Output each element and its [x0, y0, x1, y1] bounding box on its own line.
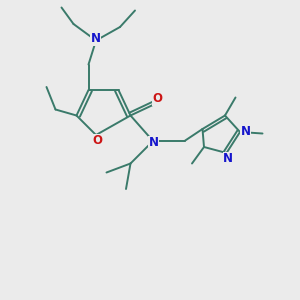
Text: N: N — [148, 136, 159, 149]
Text: N: N — [90, 32, 100, 46]
Text: O: O — [92, 134, 103, 147]
Text: O: O — [152, 92, 163, 106]
Text: N: N — [223, 152, 233, 165]
Text: N: N — [240, 125, 250, 138]
